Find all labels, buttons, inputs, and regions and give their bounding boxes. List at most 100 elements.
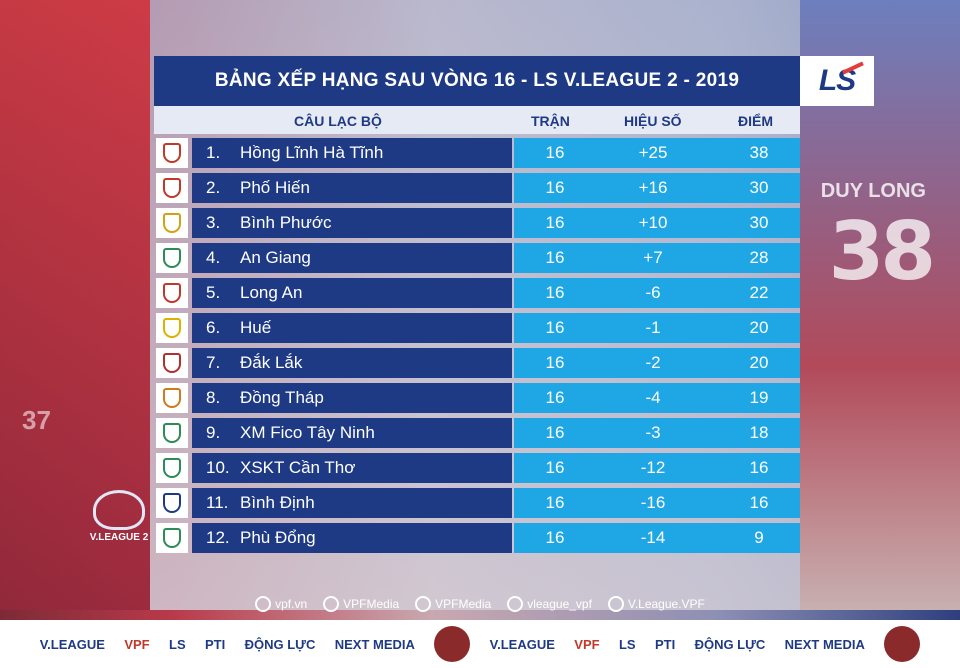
goal-diff: -3 [645, 423, 661, 442]
played: 16 [545, 213, 565, 232]
vleague2-logo: V.LEAGUE 2 [86, 490, 152, 556]
sponsor-logo: PTI [205, 636, 226, 652]
table-row: 6. Huế 16 -1 20 [154, 313, 800, 343]
club-badge-icon [156, 243, 188, 273]
table-row: 8. Đồng Tháp 16 -4 19 [154, 383, 800, 413]
club-badge-icon [156, 173, 188, 203]
rank: 8. [206, 388, 221, 407]
table-row: 2. Phố Hiến 16 +16 30 [154, 173, 800, 203]
instagram-icon [507, 596, 524, 612]
played: 16 [545, 318, 565, 337]
social-link[interactable]: VPFMedia [415, 593, 491, 615]
played: 16 [545, 353, 565, 372]
club-name: Long An [240, 283, 303, 302]
sponsor-logo: PTI [654, 636, 676, 652]
rank: 2. [206, 178, 221, 197]
points: 38 [749, 143, 769, 162]
sponsor-logo: ĐỘNG LỰC [694, 636, 766, 652]
table-row: 12. Phù Đổng 16 -14 9 [154, 523, 800, 553]
played: 16 [545, 423, 565, 442]
social-link[interactable]: V.League.VPF [607, 593, 705, 615]
social-link[interactable]: VPFMedia [323, 593, 399, 615]
sponsor-logo: V.LEAGUE [489, 636, 555, 652]
rank: 5. [206, 283, 221, 302]
sponsor-logo: ĐỘNG LỰC [244, 636, 316, 652]
goal-diff: -2 [645, 353, 661, 372]
goal-diff: -1 [645, 318, 661, 337]
club-badge-icon [156, 348, 188, 378]
table-row: 7. Đắk Lắk 16 -2 20 [154, 348, 800, 378]
player-number: 38 [828, 205, 936, 298]
rank: 4. [206, 248, 221, 267]
goal-diff: +16 [638, 178, 668, 197]
header-played: TRẬN [531, 113, 570, 129]
rank: 11. [206, 493, 229, 512]
club-name: Đồng Tháp [240, 388, 324, 407]
table-row: 3. Bình Phước 16 +10 30 [154, 208, 800, 238]
club-name: Đắk Lắk [240, 353, 303, 372]
club-name: XM Fico Tây Ninh [240, 423, 375, 442]
standings-title: BẢNG XẾP HẠNG SAU VÒNG 16 - LS V.LEAGUE … [154, 56, 800, 106]
points: 20 [749, 318, 769, 337]
goal-diff: -6 [645, 283, 661, 302]
rank: 3. [206, 213, 221, 232]
club-name: Phù Đổng [240, 528, 316, 547]
goal-diff: +25 [638, 143, 668, 162]
table-row: 11. Bình Định 16 -16 16 [154, 488, 800, 518]
vleague-mark-icon [93, 490, 145, 530]
club-badge-icon [156, 208, 188, 238]
club-name: Bình Phước [240, 213, 332, 232]
rank: 9. [206, 423, 221, 442]
sponsor-emblem-icon [434, 626, 471, 662]
goal-diff: -4 [645, 388, 661, 407]
goal-diff: +7 [643, 248, 663, 267]
points: 30 [749, 213, 769, 232]
facebook-icon [607, 596, 624, 612]
points: 16 [749, 493, 769, 512]
club-badge-icon [156, 488, 188, 518]
club-name: Hồng Lĩnh Hà Tĩnh [240, 143, 384, 162]
youtube-icon [415, 596, 432, 612]
club-badge-icon [156, 523, 188, 553]
rank: 10. [206, 458, 230, 477]
player-name: DUY LONG [820, 180, 926, 202]
sponsor-strip: V.LEAGUE VPF LS PTI ĐỘNG LỰC NEXT MEDIA V.LEAG… [0, 620, 960, 668]
goal-diff: -14 [640, 528, 666, 547]
social-links: vpf.vn VPFMedia VPFMedia vleague_vpf V.Leagu… [0, 593, 960, 615]
played: 16 [545, 388, 565, 407]
played: 16 [545, 248, 565, 267]
column-headers: CÂU LẠC BỘ TRẬN HIỆU SỐ ĐIỂM [154, 106, 800, 134]
points: 30 [749, 178, 769, 197]
points: 20 [749, 353, 769, 372]
points: 28 [749, 248, 769, 267]
header-points: ĐIỂM [738, 113, 773, 129]
facebook-icon [323, 596, 340, 612]
played: 16 [545, 283, 565, 302]
sponsor-logo: VPF [574, 636, 600, 652]
table-row: 9. XM Fico Tây Ninh 16 -3 18 [154, 418, 800, 448]
points: 22 [749, 283, 769, 302]
ls-logo: LS [800, 56, 874, 106]
played: 16 [545, 493, 565, 512]
social-link[interactable]: vpf.vn [255, 593, 307, 615]
goal-diff: +10 [638, 213, 668, 232]
table-row: 1. Hồng Lĩnh Hà Tĩnh 16 +25 38 [154, 138, 800, 168]
club-badge-icon [156, 138, 188, 168]
club-badge-icon [156, 313, 188, 343]
header-club: CÂU LẠC BỘ [294, 113, 382, 129]
header-diff: HIỆU SỐ [624, 113, 682, 129]
standings-panel: BẢNG XẾP HẠNG SAU VÒNG 16 - LS V.LEAGUE … [154, 56, 800, 564]
social-link[interactable]: vleague_vpf [507, 593, 592, 615]
club-name: Huế [240, 318, 272, 337]
table-row: 4. An Giang 16 +7 28 [154, 243, 800, 273]
rank: 6. [206, 318, 221, 337]
globe-icon [255, 596, 272, 612]
played: 16 [545, 528, 565, 547]
points: 9 [754, 528, 764, 547]
club-badge-icon [156, 418, 188, 448]
rank: 7. [206, 353, 221, 372]
sponsor-logo: VPF [124, 636, 150, 652]
table-row: 5. Long An 16 -6 22 [154, 278, 800, 308]
table-row: 10. XSKT Cần Thơ 16 -12 16 [154, 453, 800, 483]
points: 18 [749, 423, 769, 442]
